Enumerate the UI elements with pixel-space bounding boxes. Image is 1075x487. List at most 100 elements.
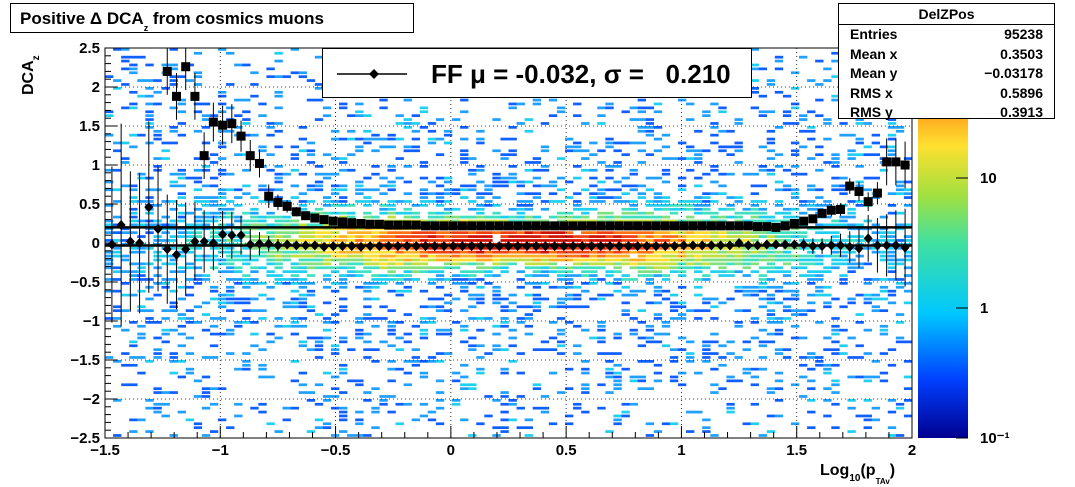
heatmap-cell xyxy=(847,200,856,203)
heatmap-cell xyxy=(637,118,646,121)
heatmap-cell xyxy=(443,200,453,203)
heatmap-cell xyxy=(653,137,663,141)
heatmap-cell xyxy=(807,270,816,274)
heatmap-cell xyxy=(153,129,162,133)
heatmap-cell xyxy=(298,71,308,75)
heatmap-cell xyxy=(734,250,743,254)
heatmap-cell xyxy=(871,153,881,157)
heatmap-cell xyxy=(129,196,138,199)
heatmap-cell xyxy=(581,122,590,125)
heatmap-cell xyxy=(839,215,848,219)
heatmap-cell xyxy=(766,414,776,418)
heatmap-cell xyxy=(879,324,889,328)
heatmap-cell xyxy=(734,262,743,266)
heatmap-cell xyxy=(387,207,396,211)
heatmap-cell xyxy=(145,246,154,250)
heatmap-cell xyxy=(564,278,574,281)
heatmap-cell xyxy=(742,285,751,289)
heatmap-cell xyxy=(427,360,437,363)
heatmap-cell xyxy=(564,414,574,418)
heatmap-cell xyxy=(395,348,404,352)
heatmap-cell xyxy=(137,305,146,309)
heatmap-cell xyxy=(532,157,542,160)
y-tick-label: −2 xyxy=(83,391,100,408)
heatmap-cell xyxy=(573,402,582,406)
heatmap-cell xyxy=(613,165,622,168)
heatmap-cell xyxy=(217,94,227,98)
heatmap-cell xyxy=(266,168,275,172)
heatmap-cell xyxy=(766,172,776,176)
heatmap-cell xyxy=(129,383,138,387)
heatmap-cell xyxy=(339,371,348,375)
heatmap-cell xyxy=(718,129,727,133)
heatmap-cell xyxy=(258,200,267,203)
diamond-marker xyxy=(808,241,818,252)
heatmap-cell xyxy=(653,340,663,344)
heatmap-cell xyxy=(645,106,655,110)
heatmap-cell xyxy=(258,348,267,352)
heatmap-cell xyxy=(306,211,316,215)
heatmap-cell xyxy=(524,231,534,235)
heatmap-cell xyxy=(153,356,162,359)
heatmap-cell xyxy=(710,133,719,137)
heatmap-cell xyxy=(742,207,751,211)
heatmap-cell xyxy=(427,254,437,258)
heatmap-cell xyxy=(710,254,719,258)
heatmap-cell xyxy=(726,145,735,149)
heatmap-cell xyxy=(161,157,170,160)
heatmap-cell xyxy=(766,332,776,336)
heatmap-cell xyxy=(435,231,445,235)
heatmap-cell xyxy=(532,293,542,297)
heatmap-cell xyxy=(209,184,219,188)
heatmap-cell xyxy=(799,211,808,215)
heatmap-cell xyxy=(395,176,404,180)
heatmap-cell xyxy=(750,184,759,188)
heatmap-cell xyxy=(839,305,848,309)
heatmap-cell xyxy=(903,289,913,293)
heatmap-cell xyxy=(363,141,372,145)
heatmap-cell xyxy=(774,55,784,59)
heatmap-cell xyxy=(710,231,719,235)
heatmap-cell xyxy=(411,149,421,153)
heatmap-cell xyxy=(266,274,275,277)
heatmap-cell xyxy=(758,114,768,118)
heatmap-cell xyxy=(605,137,614,141)
heatmap-cell xyxy=(258,254,267,258)
heatmap-cell xyxy=(193,176,203,180)
heatmap-cell xyxy=(564,246,574,250)
heatmap-cell xyxy=(201,301,211,305)
heatmap-cell xyxy=(581,371,590,375)
heatmap-cell xyxy=(443,180,453,184)
heatmap-cell xyxy=(137,309,146,313)
heatmap-cell xyxy=(847,375,856,379)
heatmap-cell xyxy=(395,114,404,118)
heatmap-cell xyxy=(895,239,905,242)
heatmap-cell xyxy=(145,176,154,180)
heatmap-cell xyxy=(274,274,283,277)
heatmap-cell xyxy=(774,59,784,63)
heatmap-cell xyxy=(403,122,412,125)
square-marker xyxy=(218,120,228,130)
heatmap-cell xyxy=(694,270,703,274)
heatmap-cell xyxy=(597,340,606,344)
heatmap-cell xyxy=(201,434,211,437)
heatmap-cell xyxy=(121,282,130,285)
heatmap-cell xyxy=(177,246,186,250)
heatmap-cell xyxy=(452,215,461,219)
heatmap-cell xyxy=(355,200,364,203)
heatmap-cell xyxy=(645,301,655,305)
heatmap-cell xyxy=(460,383,469,387)
heatmap-cell xyxy=(645,336,655,340)
heatmap-cell xyxy=(589,262,598,266)
heatmap-cell xyxy=(750,63,759,67)
heatmap-cell xyxy=(621,219,630,223)
heatmap-cell xyxy=(766,137,776,141)
heatmap-cell xyxy=(573,297,582,301)
heatmap-cell xyxy=(871,375,881,379)
heatmap-cell xyxy=(774,321,784,324)
heatmap-cell xyxy=(605,188,614,192)
heatmap-cell xyxy=(556,270,566,274)
heatmap-cell xyxy=(217,48,227,51)
heatmap-cell xyxy=(274,258,283,262)
heatmap-cell xyxy=(766,340,776,344)
